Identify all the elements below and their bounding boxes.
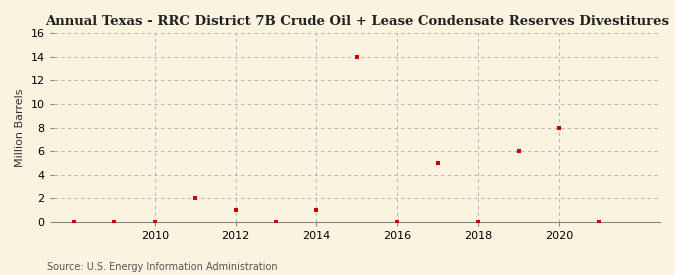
Point (311, 208, 322, 212)
Point (472, 219, 483, 224)
Point (149, 219, 160, 224)
Y-axis label: Million Barrels: Million Barrels (15, 88, 25, 167)
Point (69, 219, 80, 224)
Point (513, 149, 524, 153)
Point (554, 125, 564, 130)
Point (230, 208, 241, 212)
Point (432, 161, 443, 165)
Point (392, 219, 403, 224)
Text: Source: U.S. Energy Information Administration: Source: U.S. Energy Information Administ… (47, 262, 278, 272)
Point (594, 219, 605, 224)
Point (352, 55, 362, 59)
Point (190, 196, 200, 200)
Point (109, 219, 119, 224)
Title: Annual Texas - RRC District 7B Crude Oil + Lease Condensate Reserves Divestiture: Annual Texas - RRC District 7B Crude Oil… (45, 15, 669, 28)
Point (271, 219, 281, 224)
